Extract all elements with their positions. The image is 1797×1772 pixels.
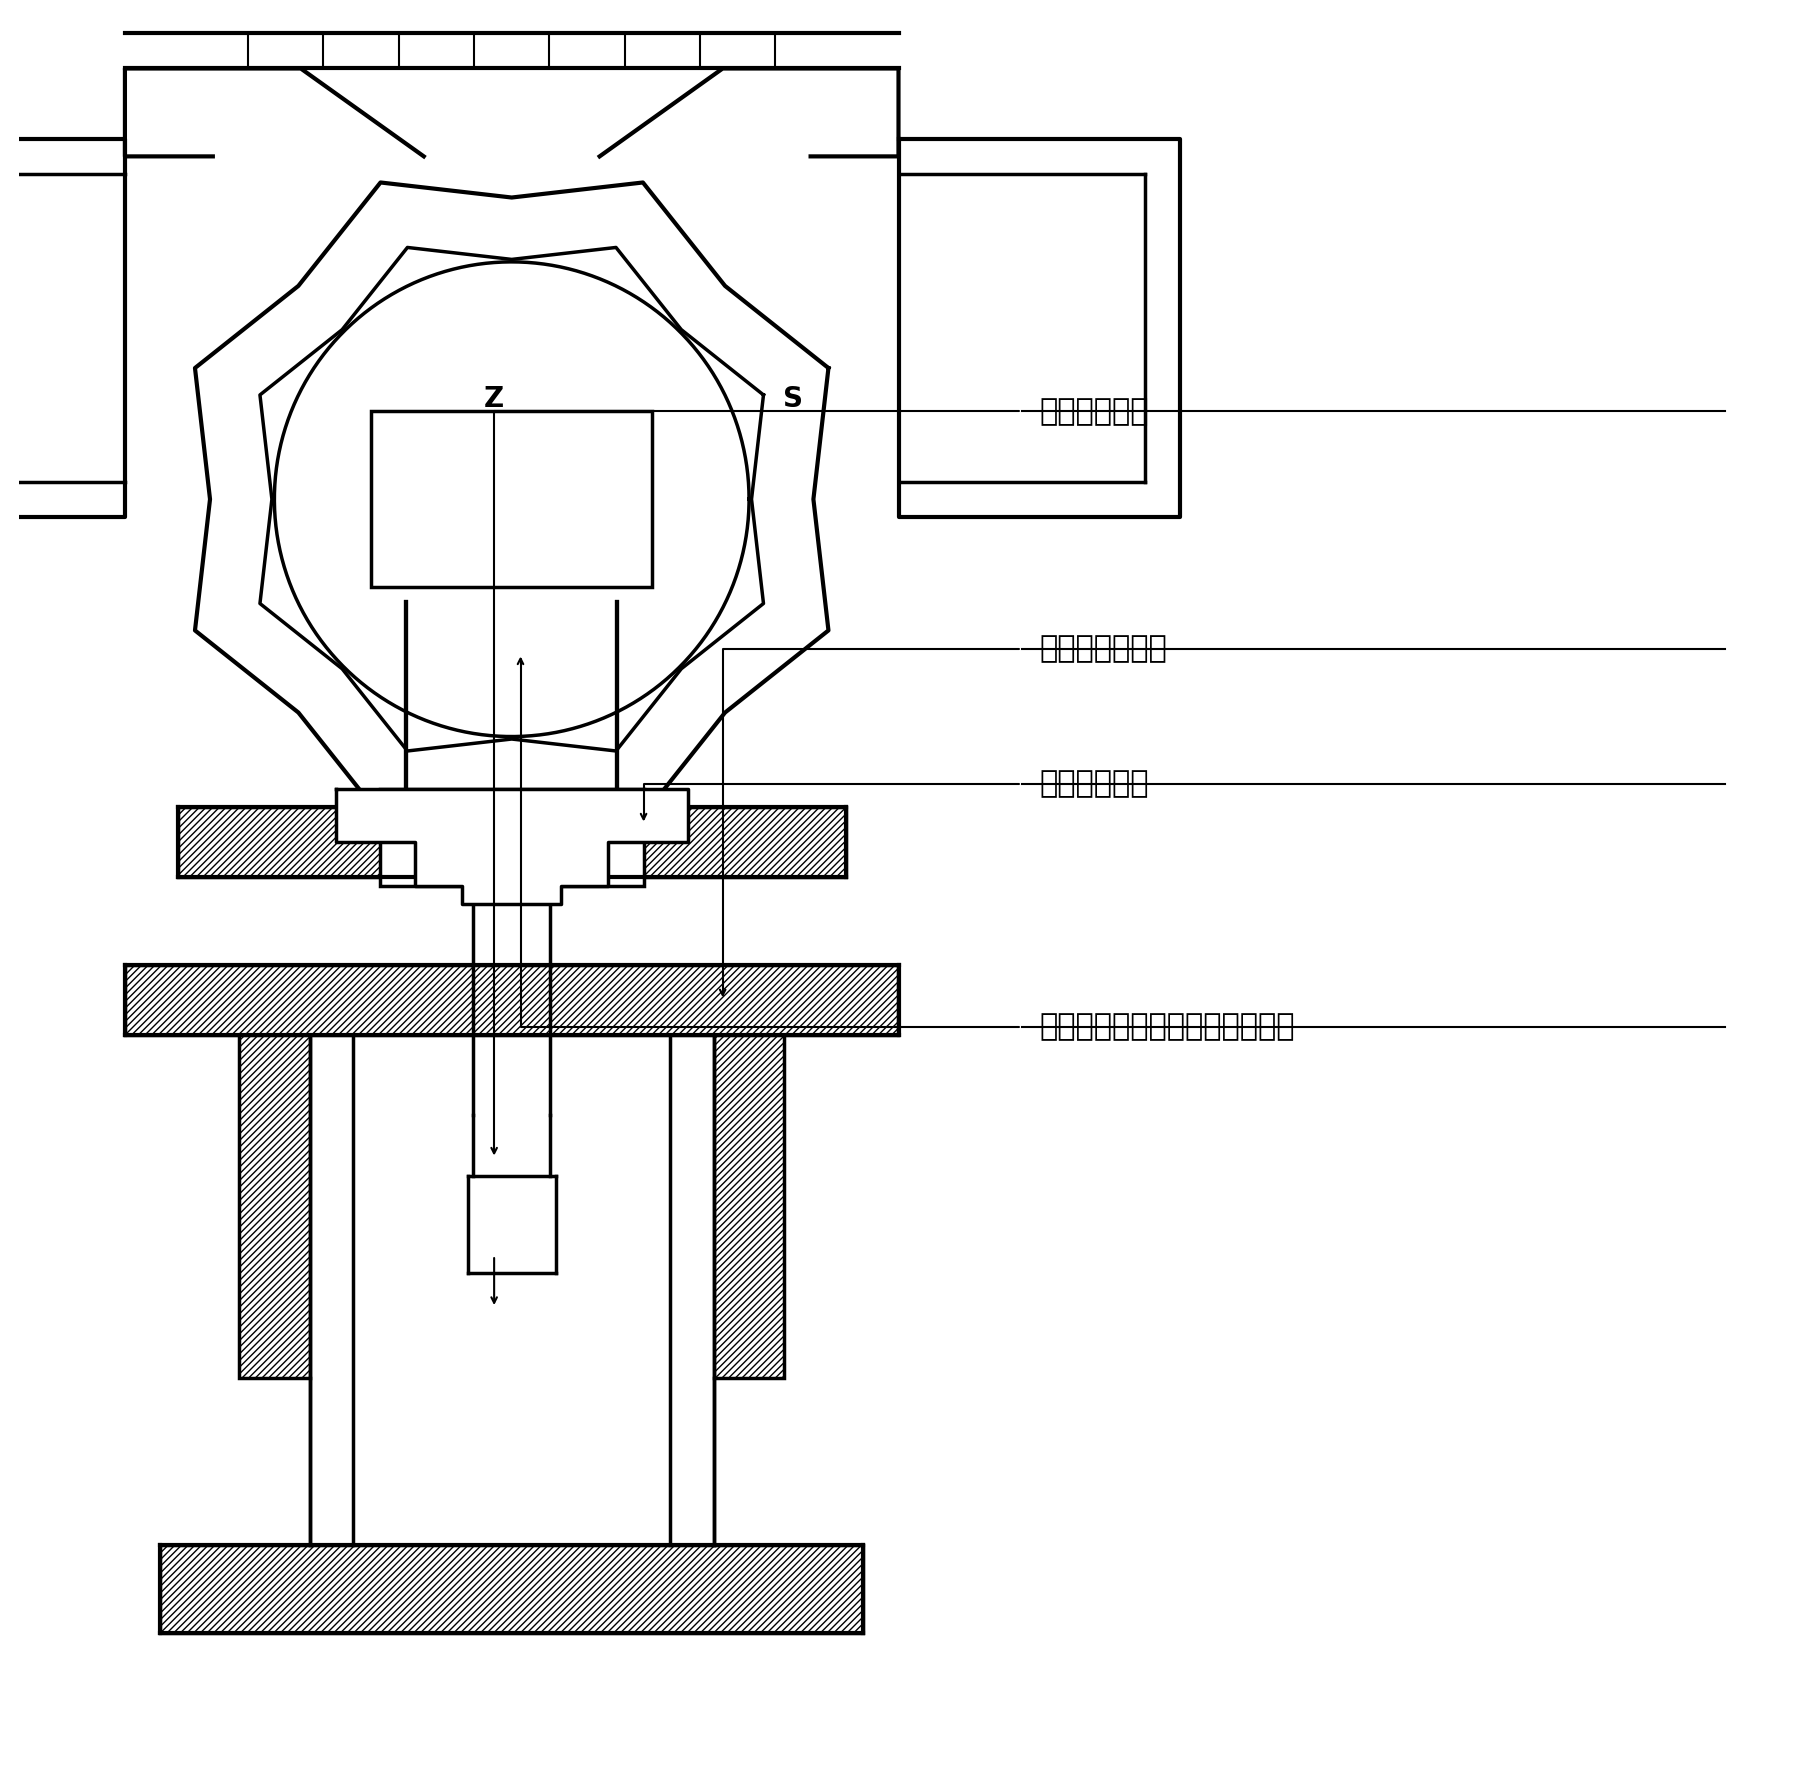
Text: 测量管（外壳）: 测量管（外壳）	[1039, 634, 1166, 663]
Text: 阻流件（靶）: 阻流件（靶）	[1039, 397, 1148, 425]
Text: S: S	[783, 385, 803, 413]
Bar	[713, 1035, 783, 1379]
Bar	[126, 966, 898, 1035]
Bar	[379, 789, 643, 886]
Bar	[370, 411, 652, 587]
Text: 电容力传感器: 电容力传感器	[1039, 769, 1148, 799]
Text: Z: Z	[483, 385, 505, 413]
Polygon shape	[336, 789, 688, 904]
Bar	[160, 1545, 863, 1634]
Bar	[239, 1035, 309, 1379]
Text: 信号转换、积算显示、输出部分: 信号转换、积算显示、输出部分	[1039, 1012, 1294, 1042]
Bar	[178, 806, 846, 877]
